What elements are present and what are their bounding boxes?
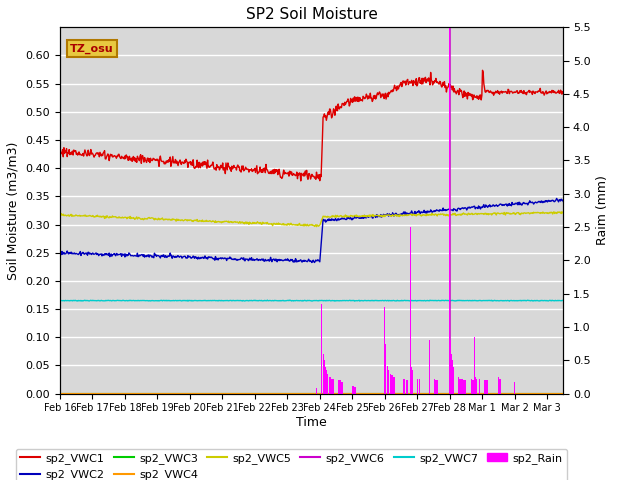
Bar [436, 380, 437, 394]
Bar [323, 354, 324, 394]
Bar [454, 370, 456, 394]
Bar [329, 377, 330, 394]
Bar [394, 377, 395, 394]
Bar [342, 382, 343, 394]
Bar [456, 375, 458, 394]
Y-axis label: Raim (mm): Raim (mm) [596, 176, 609, 245]
Bar [385, 344, 386, 394]
Bar [326, 370, 327, 394]
Bar [498, 377, 499, 394]
Bar [434, 379, 435, 394]
Bar [338, 380, 339, 394]
Bar [463, 380, 464, 394]
Bar [473, 380, 474, 394]
Bar [354, 387, 355, 394]
Bar [391, 375, 392, 394]
Bar [411, 367, 412, 394]
Text: TZ_osu: TZ_osu [70, 44, 114, 54]
Bar [487, 380, 488, 394]
Bar [461, 379, 462, 394]
Bar [459, 379, 460, 394]
Bar [514, 382, 515, 394]
Bar [471, 379, 472, 394]
Bar [324, 360, 325, 394]
Bar [479, 379, 480, 394]
X-axis label: Time: Time [296, 416, 327, 429]
Bar [296, 384, 298, 394]
Bar [475, 377, 476, 394]
Bar [410, 227, 411, 394]
Bar [458, 377, 459, 394]
Bar [460, 379, 461, 394]
Bar [325, 367, 326, 394]
Bar [474, 337, 475, 394]
Bar [449, 27, 450, 394]
Bar [407, 380, 408, 394]
Bar [462, 379, 463, 394]
Bar [451, 354, 452, 394]
Bar [499, 379, 500, 394]
Bar [393, 377, 394, 394]
Bar [355, 387, 356, 394]
Bar [450, 340, 451, 394]
Bar [419, 379, 420, 394]
Bar [335, 380, 337, 394]
Bar [352, 385, 353, 394]
Bar [500, 379, 501, 394]
Bar [485, 380, 486, 394]
Bar [321, 304, 322, 394]
Bar [406, 380, 407, 394]
Bar [330, 377, 331, 394]
Bar [341, 382, 342, 394]
Bar [333, 379, 334, 394]
Bar [435, 380, 436, 394]
Bar [404, 379, 406, 394]
Bar [476, 379, 477, 394]
Legend: sp2_VWC1, sp2_VWC2, sp2_VWC3, sp2_VWC4, sp2_VWC5, sp2_VWC6, sp2_VWC7, sp2_Rain: sp2_VWC1, sp2_VWC2, sp2_VWC3, sp2_VWC4, … [16, 449, 567, 480]
Bar [403, 379, 404, 394]
Bar [388, 370, 389, 394]
Bar [412, 370, 413, 394]
Y-axis label: Soil Moisture (m3/m3): Soil Moisture (m3/m3) [7, 141, 20, 280]
Bar [332, 379, 333, 394]
Bar [418, 379, 419, 394]
Bar [482, 380, 483, 394]
Bar [429, 377, 431, 394]
Bar [339, 380, 340, 394]
Bar [437, 380, 438, 394]
Title: SP2 Soil Moisture: SP2 Soil Moisture [246, 7, 378, 22]
Bar [387, 366, 388, 394]
Bar [453, 367, 454, 394]
Bar [472, 380, 473, 394]
Bar [452, 360, 453, 394]
Bar [465, 380, 466, 394]
Bar [316, 388, 317, 394]
Bar [384, 307, 385, 394]
